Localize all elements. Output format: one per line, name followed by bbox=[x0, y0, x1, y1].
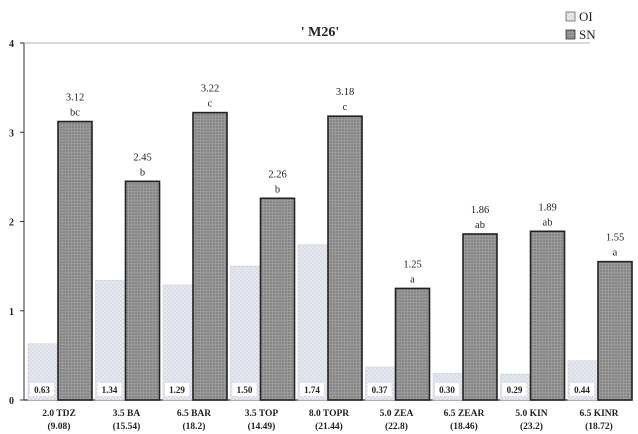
x-category-label: 6.5 ZEAR bbox=[444, 409, 485, 419]
legend-swatch-oi bbox=[565, 11, 576, 22]
bar-sn bbox=[394, 287, 431, 401]
bar-sn-value-label: 1.25 bbox=[403, 259, 421, 270]
x-category-sublabel: (23.2) bbox=[520, 421, 543, 432]
bar-oi-label-bg bbox=[435, 383, 459, 396]
x-category-label: 5.0 ZEA bbox=[380, 409, 414, 419]
bar-oi-label-bg bbox=[232, 383, 257, 396]
x-category-label: 3.5 TOP bbox=[245, 409, 279, 419]
x-category-label: 6.5 BAR bbox=[177, 409, 211, 419]
bar-sn bbox=[57, 120, 93, 401]
legend-label-sn: SN bbox=[579, 27, 596, 42]
y-tick-label: 1 bbox=[9, 307, 14, 318]
bar-sn-letter-label: b bbox=[275, 184, 280, 195]
bar-oi-label-bg bbox=[502, 383, 527, 396]
bar-sn-letter-label: a bbox=[410, 274, 415, 285]
x-category-label: 5.0 KIN bbox=[515, 409, 547, 419]
bar-oi-value-label: 0.37 bbox=[372, 385, 388, 395]
bar-oi-label-bg bbox=[165, 383, 189, 396]
bar-sn bbox=[259, 197, 296, 401]
bar-sn-value-label: 3.22 bbox=[201, 84, 219, 95]
bar-oi-value-label: 1.50 bbox=[237, 385, 253, 395]
x-category-sublabel: (9.08) bbox=[48, 421, 71, 432]
x-category-label: 8.0 TOPR bbox=[309, 409, 349, 419]
bar-oi-value-label: 1.29 bbox=[169, 385, 185, 395]
bars bbox=[27, 111, 633, 401]
bar-oi-value-label: 0.29 bbox=[507, 385, 523, 395]
bar-oi-value-label: 0.30 bbox=[439, 385, 455, 395]
bar-sn bbox=[124, 180, 161, 401]
bar-sn-letter-label: b bbox=[140, 167, 145, 178]
bar-sn bbox=[462, 233, 498, 401]
bar-oi bbox=[297, 244, 331, 401]
bar-sn-value-label: 1.89 bbox=[538, 202, 556, 213]
bar-oi bbox=[95, 280, 128, 401]
bar-sn-value-label: 3.12 bbox=[66, 93, 84, 104]
bar-oi-label-bg bbox=[367, 383, 392, 396]
bar-oi bbox=[162, 284, 196, 401]
bar-oi-label-bg bbox=[570, 383, 594, 396]
y-tick-label: 3 bbox=[9, 128, 14, 139]
legend-swatch-sn bbox=[565, 29, 576, 40]
bar-sn bbox=[327, 115, 363, 401]
bar-sn-letter-label: ab bbox=[543, 217, 553, 228]
x-category-label: 2.0 TDZ bbox=[42, 409, 76, 419]
legend-label-oi: OI bbox=[579, 9, 593, 24]
bar-oi-label-bg bbox=[97, 383, 122, 396]
x-category-label: 3.5 BA bbox=[113, 409, 141, 419]
bar-oi bbox=[230, 265, 263, 401]
y-tick-label: 2 bbox=[9, 218, 14, 229]
x-category-sublabel: (15.54) bbox=[113, 421, 141, 432]
bar-sn-letter-label: c bbox=[343, 102, 348, 113]
bar-sn bbox=[597, 260, 633, 401]
bar-sn-letter-label: c bbox=[208, 99, 213, 110]
x-category-sublabel: (18.46) bbox=[450, 421, 478, 432]
bar-labels: 0.63 bc 3.12 1.34 b 2.45 1.29 c 3.22 1.50 b 2.26 1.7… bbox=[30, 84, 624, 396]
x-category-sublabel: (18.2) bbox=[183, 421, 206, 432]
bar-sn-value-label: 1.55 bbox=[606, 233, 624, 244]
y-tick-label: 4 bbox=[9, 39, 14, 50]
x-category-label: 6.5 KINR bbox=[579, 409, 618, 419]
bar-sn-letter-label: bc bbox=[70, 108, 80, 119]
legend: OI SN bbox=[565, 9, 596, 42]
bar-sn-value-label: 1.86 bbox=[471, 205, 489, 216]
bar-sn-value-label: 2.26 bbox=[268, 169, 286, 180]
bar-sn-letter-label: ab bbox=[475, 220, 485, 231]
y-tick-label: 0 bbox=[9, 396, 14, 407]
bar-sn bbox=[192, 111, 228, 401]
bar-sn-value-label: 3.18 bbox=[336, 87, 354, 98]
bar-oi-label-bg bbox=[30, 383, 54, 396]
bar-oi-value-label: 0.44 bbox=[574, 385, 590, 395]
bar-oi-value-label: 0.63 bbox=[34, 385, 50, 395]
bar-oi-value-label: 1.34 bbox=[102, 385, 118, 395]
bar-sn-value-label: 2.45 bbox=[133, 152, 151, 163]
bar-oi-label-bg bbox=[300, 383, 324, 396]
bar-oi-value-label: 1.74 bbox=[304, 385, 320, 395]
bar-sn-letter-label: a bbox=[613, 248, 618, 259]
x-category-sublabel: (14.49) bbox=[248, 421, 276, 432]
chart-title: ' M26' bbox=[301, 25, 340, 40]
x-category-sublabel: (22.8) bbox=[385, 421, 408, 432]
x-category-sublabel: (21.44) bbox=[315, 421, 343, 432]
bar-sn bbox=[529, 230, 566, 401]
x-category-sublabel: (18.72) bbox=[585, 421, 613, 432]
